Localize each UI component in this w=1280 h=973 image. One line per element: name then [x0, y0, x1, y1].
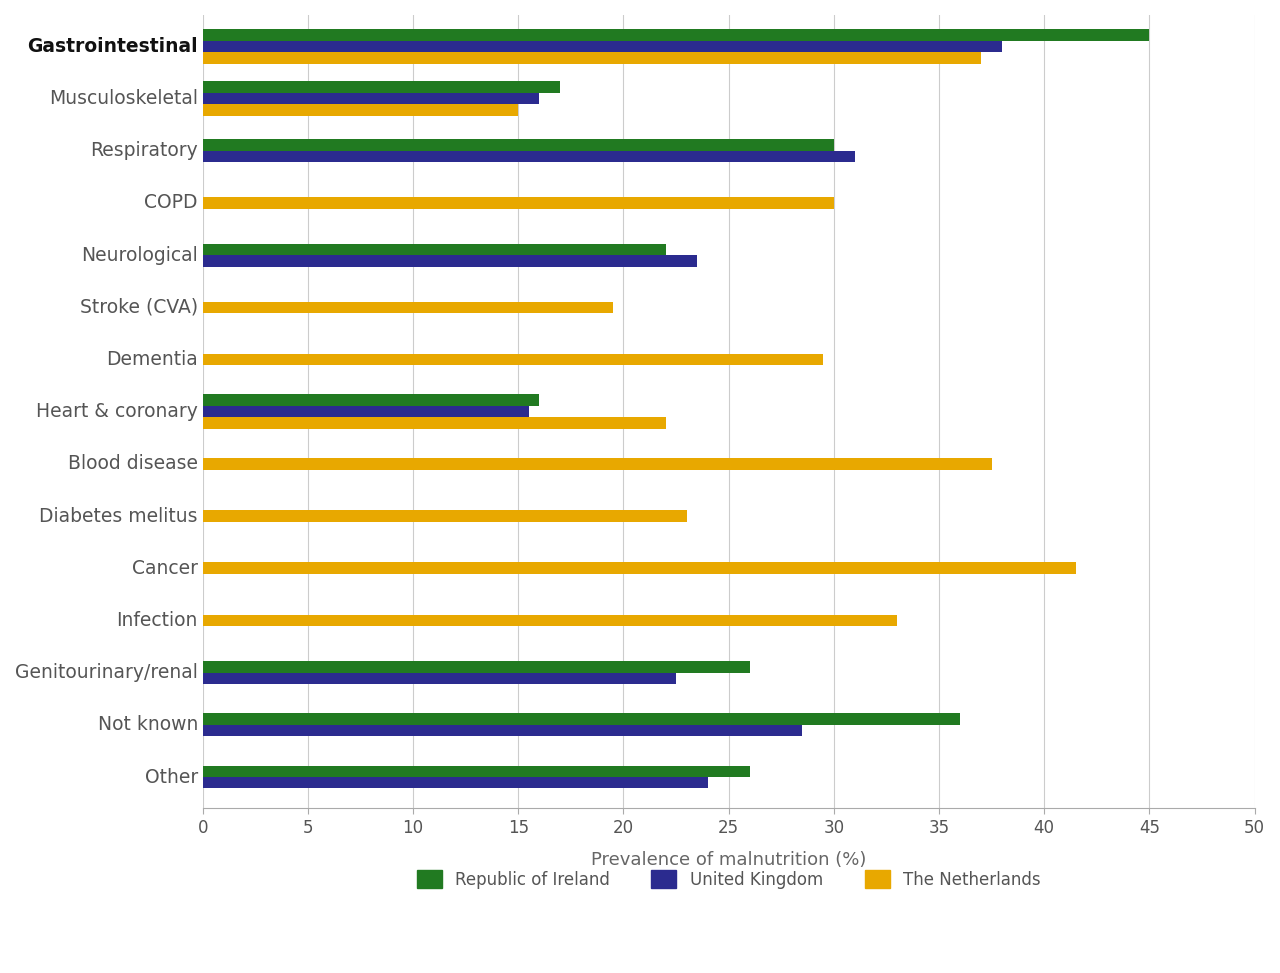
Bar — [202, 777, 708, 788]
Bar — [202, 615, 897, 627]
Bar — [202, 29, 1149, 41]
Bar — [202, 104, 518, 116]
Bar — [202, 394, 539, 406]
Bar — [202, 766, 750, 777]
Bar — [202, 53, 980, 63]
Bar — [202, 562, 1075, 574]
Bar — [202, 725, 803, 737]
Bar — [202, 302, 613, 313]
Bar — [202, 661, 750, 672]
Bar — [202, 672, 676, 684]
Bar — [202, 41, 1002, 53]
Bar — [202, 92, 539, 104]
X-axis label: Prevalence of malnutrition (%): Prevalence of malnutrition (%) — [591, 850, 867, 869]
Bar — [202, 406, 529, 417]
Bar — [202, 139, 833, 151]
Bar — [202, 417, 666, 429]
Bar — [202, 713, 960, 725]
Bar — [202, 510, 686, 522]
Legend: Republic of Ireland, United Kingdom, The Netherlands: Republic of Ireland, United Kingdom, The… — [410, 863, 1047, 895]
Bar — [202, 151, 855, 162]
Bar — [202, 243, 666, 255]
Bar — [202, 255, 698, 267]
Bar — [202, 458, 992, 470]
Bar — [202, 82, 561, 92]
Bar — [202, 198, 833, 208]
Bar — [202, 354, 823, 365]
